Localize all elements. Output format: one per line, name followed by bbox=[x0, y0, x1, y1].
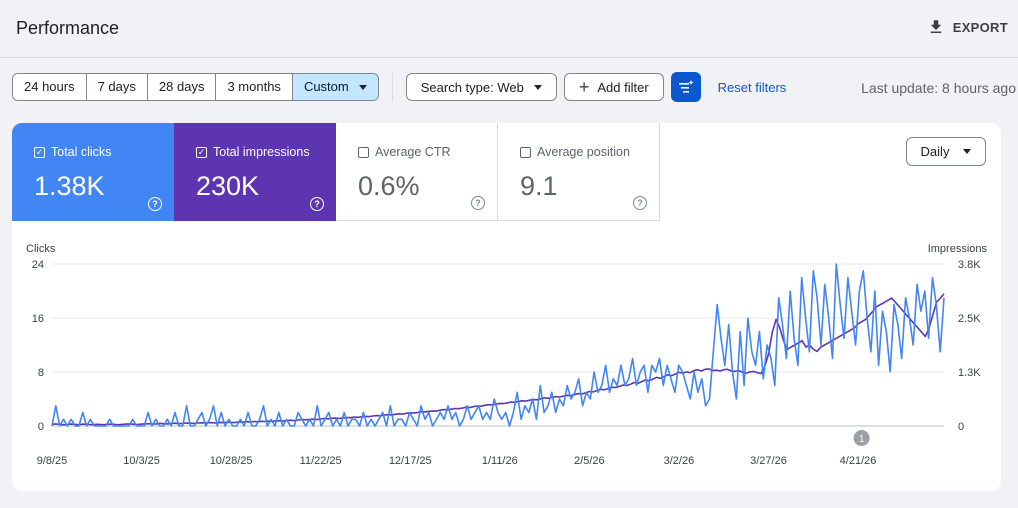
x-axis-tick-label: 9/8/25 bbox=[37, 455, 68, 467]
checkbox-unchecked-icon[interactable] bbox=[520, 146, 531, 158]
metric-total-impressions[interactable]: ✓ Total impressions 230K ? bbox=[174, 123, 336, 221]
export-button[interactable]: EXPORT bbox=[927, 18, 1008, 36]
right-axis-tick-label: 3.8K bbox=[958, 259, 981, 271]
right-axis-tick-label: 0 bbox=[958, 421, 964, 433]
checkbox-checked-icon[interactable]: ✓ bbox=[34, 146, 45, 158]
date-range-custom-label: Custom bbox=[303, 79, 349, 94]
metric-clicks-label: Total clicks bbox=[51, 145, 112, 159]
add-filter-label: Add filter bbox=[597, 79, 649, 95]
search-type-label: Search type: Web bbox=[420, 79, 524, 95]
x-axis-tick-label: 2/5/26 bbox=[574, 455, 605, 467]
reset-filters-link[interactable]: Reset filters bbox=[717, 79, 787, 95]
chevron-down-icon bbox=[358, 84, 367, 90]
right-axis-tick-label: 2.5K bbox=[958, 313, 981, 325]
metric-position-label: Average position bbox=[537, 145, 630, 159]
filter-settings-button[interactable] bbox=[670, 72, 701, 102]
right-axis-title: Impressions bbox=[928, 243, 988, 255]
metric-label-row: ✓ Total impressions bbox=[196, 145, 336, 159]
impressions-series-line bbox=[51, 293, 945, 426]
granularity-label: Daily bbox=[920, 144, 950, 159]
page-header: Performance EXPORT bbox=[0, 0, 1018, 58]
x-axis-tick-label: 3/2/26 bbox=[664, 455, 695, 467]
checkbox-checked-icon[interactable]: ✓ bbox=[196, 146, 207, 158]
filter-bar: 24 hours 7 days 28 days 3 months Custom … bbox=[12, 72, 787, 102]
help-icon[interactable]: ? bbox=[471, 196, 485, 210]
clicks-series-line bbox=[51, 263, 945, 427]
x-axis-tick-label: 12/17/25 bbox=[389, 455, 432, 467]
metric-clicks-value: 1.38K bbox=[34, 171, 105, 201]
left-axis-tick-label: 16 bbox=[32, 313, 44, 325]
date-range-selector: 24 hours 7 days 28 days 3 months Custom bbox=[12, 73, 379, 101]
help-icon[interactable]: ? bbox=[310, 197, 324, 211]
left-axis-tick-label: 0 bbox=[38, 421, 44, 433]
filter-sparkle-icon bbox=[678, 80, 694, 93]
metric-impressions-value: 230K bbox=[196, 171, 260, 201]
date-range-7-days[interactable]: 7 days bbox=[86, 74, 148, 100]
page-title: Performance bbox=[16, 18, 120, 38]
left-axis-tick-label: 24 bbox=[32, 259, 44, 271]
x-axis-tick-label: 10/28/25 bbox=[210, 455, 253, 467]
date-range-28-days[interactable]: 28 days bbox=[147, 74, 217, 100]
metric-label-row: Average CTR bbox=[358, 145, 497, 159]
help-icon[interactable]: ? bbox=[148, 197, 162, 211]
annotation-label: 1 bbox=[859, 434, 865, 445]
add-filter-button[interactable]: + Add filter bbox=[563, 73, 664, 101]
export-label: EXPORT bbox=[952, 19, 1008, 35]
performance-card: ✓ Total clicks 1.38K ? ✓ Total impressio… bbox=[12, 123, 1001, 491]
left-axis-tick-label: 8 bbox=[38, 367, 44, 379]
x-axis-tick-label: 11/22/25 bbox=[300, 455, 342, 467]
metric-position-value: 9.1 bbox=[520, 171, 558, 201]
metric-ctr-value: 0.6% bbox=[358, 171, 420, 201]
metric-label-row: Average position bbox=[520, 145, 659, 159]
metric-impressions-label: Total impressions bbox=[213, 145, 310, 159]
chevron-down-icon bbox=[533, 84, 542, 90]
last-update-text: Last update: 8 hours ago bbox=[861, 80, 1016, 96]
metric-average-ctr[interactable]: Average CTR 0.6% ? bbox=[336, 123, 498, 221]
x-axis-tick-label: 1/11/26 bbox=[482, 455, 518, 467]
date-range-custom[interactable]: Custom bbox=[292, 74, 378, 100]
left-axis-title: Clicks bbox=[26, 243, 56, 255]
right-axis-tick-label: 1.3K bbox=[958, 367, 981, 379]
plus-icon: + bbox=[578, 77, 590, 97]
date-range-3-months[interactable]: 3 months bbox=[216, 74, 293, 100]
granularity-dropdown[interactable]: Daily bbox=[906, 137, 986, 166]
annotation-marker bbox=[853, 430, 870, 446]
download-icon bbox=[930, 20, 941, 33]
metric-label-row: ✓ Total clicks bbox=[34, 145, 174, 159]
performance-chart: 24 3.8K 16 2.5K 8 1.3K 0 0 Clicks Impressions 9/8/… bbox=[26, 243, 988, 467]
metric-total-clicks[interactable]: ✓ Total clicks 1.38K ? bbox=[12, 123, 174, 221]
metric-average-position[interactable]: Average position 9.1 ? bbox=[498, 123, 660, 221]
help-icon[interactable]: ? bbox=[633, 196, 647, 210]
search-type-dropdown[interactable]: Search type: Web bbox=[405, 73, 557, 101]
date-range-24-hours[interactable]: 24 hours bbox=[13, 74, 87, 100]
x-axis-tick-label: 3/27/26 bbox=[750, 455, 787, 467]
chevron-down-icon bbox=[963, 149, 972, 154]
metric-ctr-label: Average CTR bbox=[375, 145, 451, 159]
x-axis-tick-label: 10/3/25 bbox=[123, 455, 160, 467]
x-axis-tick-label: 4/21/26 bbox=[840, 455, 877, 467]
checkbox-unchecked-icon[interactable] bbox=[358, 146, 369, 158]
divider bbox=[391, 73, 393, 101]
